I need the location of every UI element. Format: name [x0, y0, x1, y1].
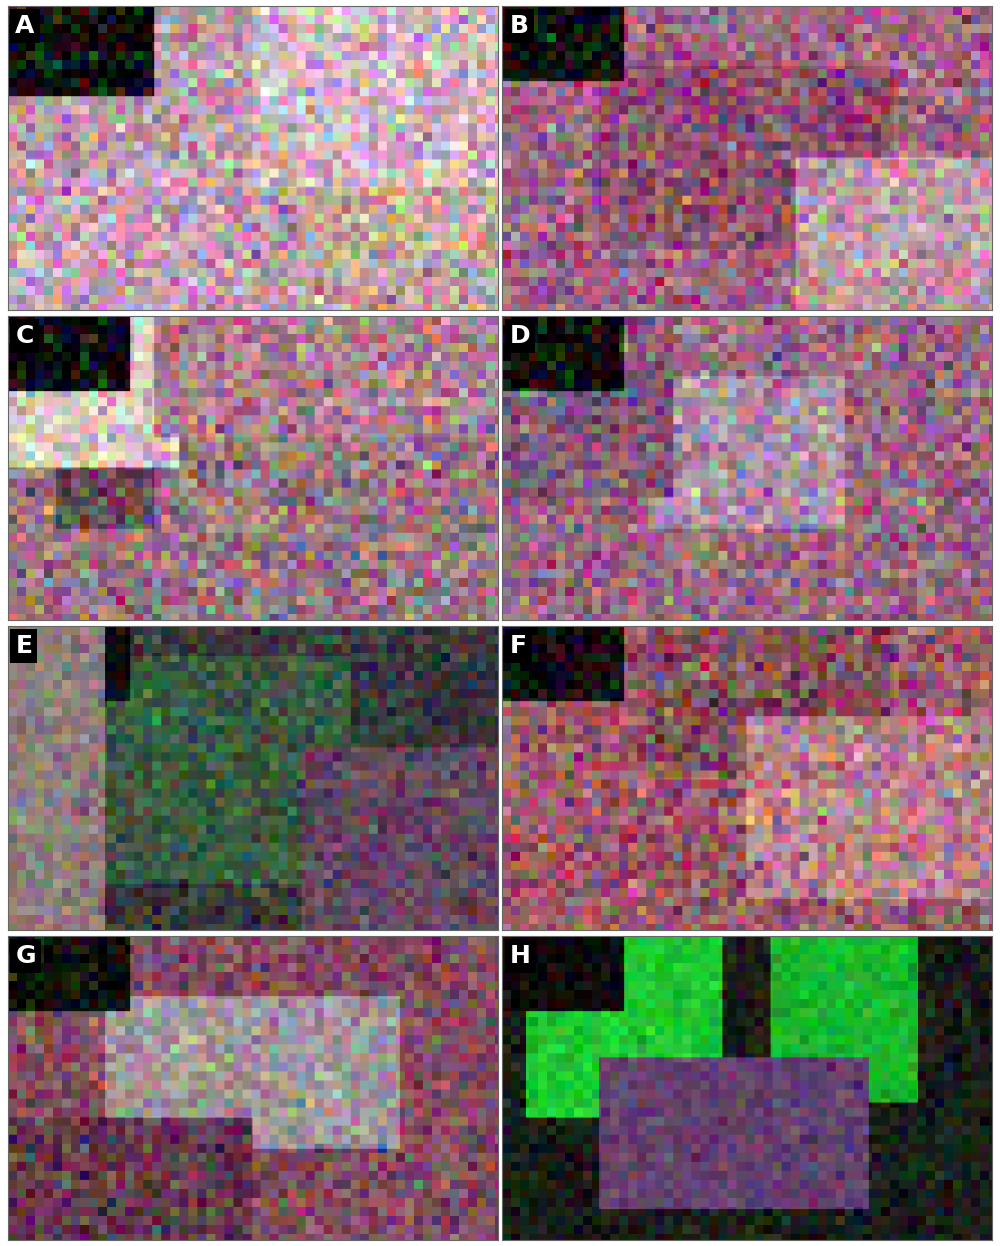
Text: D: D [510, 324, 530, 348]
Text: F: F [510, 634, 527, 658]
Text: E: E [15, 634, 32, 658]
Text: C: C [15, 324, 34, 348]
Text: B: B [510, 14, 529, 37]
Text: H: H [510, 943, 531, 968]
Text: A: A [15, 14, 35, 37]
Text: G: G [15, 943, 36, 968]
